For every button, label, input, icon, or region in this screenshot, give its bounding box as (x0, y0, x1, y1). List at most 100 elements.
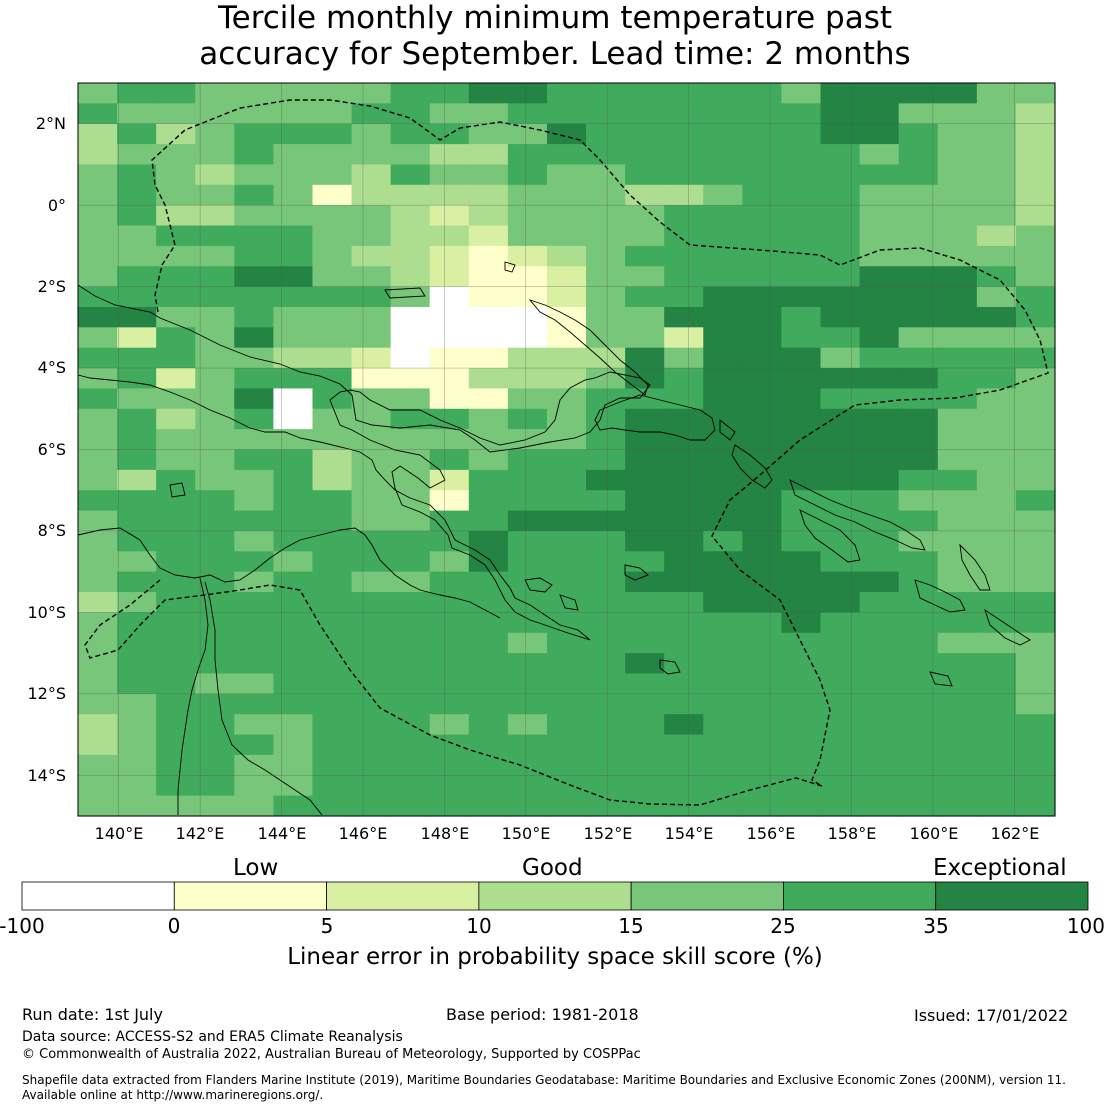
grid-cell (937, 449, 978, 471)
grid-cell (390, 571, 431, 593)
grid-cell (78, 83, 118, 104)
lon-label-156e: 156°E (746, 824, 796, 843)
grid-cell (273, 306, 314, 328)
grid-cell (898, 632, 939, 654)
grid-cell (898, 429, 939, 451)
grid-cell (234, 693, 274, 715)
grid-cell (1015, 551, 1056, 573)
grid-cell (586, 632, 626, 654)
grid-cell (1015, 775, 1056, 797)
grid-cell (625, 449, 665, 471)
grid-cell (468, 530, 509, 552)
grid-cell (586, 592, 626, 613)
grid-cell (586, 103, 626, 125)
grid-cell (390, 775, 431, 797)
grid-cell (273, 673, 314, 695)
grid-cell (507, 408, 548, 430)
grid-cell (586, 144, 626, 166)
grid-cell (195, 286, 235, 308)
grid-cell (195, 123, 235, 145)
grid-cell (195, 551, 235, 573)
grid-cell (351, 286, 392, 308)
grid-cell (429, 408, 470, 430)
grid-cell (468, 754, 509, 776)
grid-cell (273, 388, 314, 410)
grid-cell (937, 368, 978, 390)
grid-cell (664, 103, 704, 125)
grid-cell (976, 368, 1017, 390)
grid-cell (390, 510, 431, 532)
grid-cell (820, 510, 861, 532)
grid-cell (546, 103, 587, 125)
grid-cell (976, 449, 1017, 471)
grid-cell (429, 551, 470, 573)
grid-cell (546, 551, 587, 573)
coastline-new-britain (594, 394, 716, 441)
grid-cell (781, 306, 822, 328)
grid-cell (234, 795, 274, 817)
grid-cell (273, 795, 314, 817)
grid-cell (742, 612, 783, 634)
grid-cell (742, 795, 783, 817)
grid-cell (937, 653, 978, 675)
grid-cell (937, 408, 978, 430)
grid-cell (468, 510, 509, 532)
grid-cell (156, 266, 196, 288)
grid-cell (820, 592, 861, 613)
grid-cell (586, 795, 626, 817)
grid-cell (586, 306, 626, 328)
grid-cell (820, 327, 861, 349)
grid-cell (1015, 368, 1056, 390)
grid-cell (1015, 429, 1056, 451)
grid-cell (195, 408, 235, 430)
grid-cell (898, 714, 939, 736)
grid-cell (664, 205, 704, 227)
coastline-cape-york-east (204, 581, 323, 816)
grid-cell (312, 286, 353, 308)
grid-cell (156, 632, 196, 654)
grid-cell (117, 510, 157, 532)
grid-cell (937, 184, 978, 206)
grid-cell (156, 327, 196, 349)
grid-cell (586, 551, 626, 573)
grid-cell (664, 347, 704, 369)
grid-cell (390, 184, 431, 206)
grid-cell (976, 286, 1017, 308)
grid-cell (976, 144, 1017, 166)
shapefile-credit-2: Available online at http://www.marinereg… (22, 1088, 324, 1102)
grid-cell (546, 347, 587, 369)
grid-cell (586, 530, 626, 552)
grid-cell (351, 510, 392, 532)
grid-cell (117, 103, 157, 125)
grid-cell (312, 490, 353, 512)
colorbar-tick-neg100: -100 (0, 914, 45, 938)
grid-cell (976, 754, 1017, 776)
grid-cell (351, 592, 392, 613)
grid-cell (703, 571, 743, 593)
grid-cell (703, 510, 743, 532)
grid-cell (859, 83, 900, 104)
grid-cell (195, 530, 235, 552)
grid-cell (781, 245, 822, 267)
grid-cell (195, 754, 235, 776)
grid-cell (429, 83, 470, 104)
grid-cell (273, 551, 314, 573)
grid-cell (507, 653, 548, 675)
grid-cell (859, 245, 900, 267)
grid-cell (1015, 286, 1056, 308)
grid-cell (429, 286, 470, 308)
grid-cell (898, 123, 939, 145)
graticule (78, 83, 1055, 816)
grid-cell (117, 734, 157, 756)
grid-cell (820, 795, 861, 817)
grid-cell (351, 103, 392, 125)
grid-cell (781, 408, 822, 430)
grid-cell (937, 775, 978, 797)
grid-cell (586, 205, 626, 227)
grid-cell (117, 429, 157, 451)
grid-cell (937, 144, 978, 166)
grid-cell (234, 592, 274, 613)
grid-cell (546, 286, 587, 308)
grid-cell (1015, 449, 1056, 471)
